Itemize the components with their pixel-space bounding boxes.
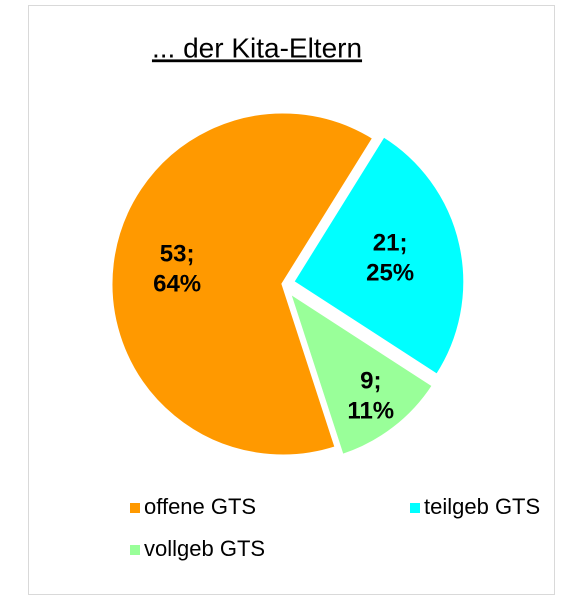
legend-swatch xyxy=(130,503,140,513)
legend-label: offene GTS xyxy=(144,494,256,519)
data-label-percent: 11% xyxy=(347,398,394,425)
data-label-percent: 25% xyxy=(366,259,414,286)
pie-slice xyxy=(109,110,376,458)
legend-label: vollgeb GTS xyxy=(144,536,265,561)
chart-title: ... der Kita-Eltern xyxy=(152,32,362,63)
data-label: 9; xyxy=(360,368,381,395)
legend-swatch xyxy=(130,545,140,555)
legend-label: teilgeb GTS xyxy=(424,494,540,519)
data-label-percent: 64% xyxy=(153,270,201,297)
data-label: 21; xyxy=(373,229,408,256)
legend-swatch xyxy=(410,503,420,513)
data-label: 53; xyxy=(160,240,195,267)
pie-slice xyxy=(290,133,467,378)
pie-slice xyxy=(286,288,436,458)
